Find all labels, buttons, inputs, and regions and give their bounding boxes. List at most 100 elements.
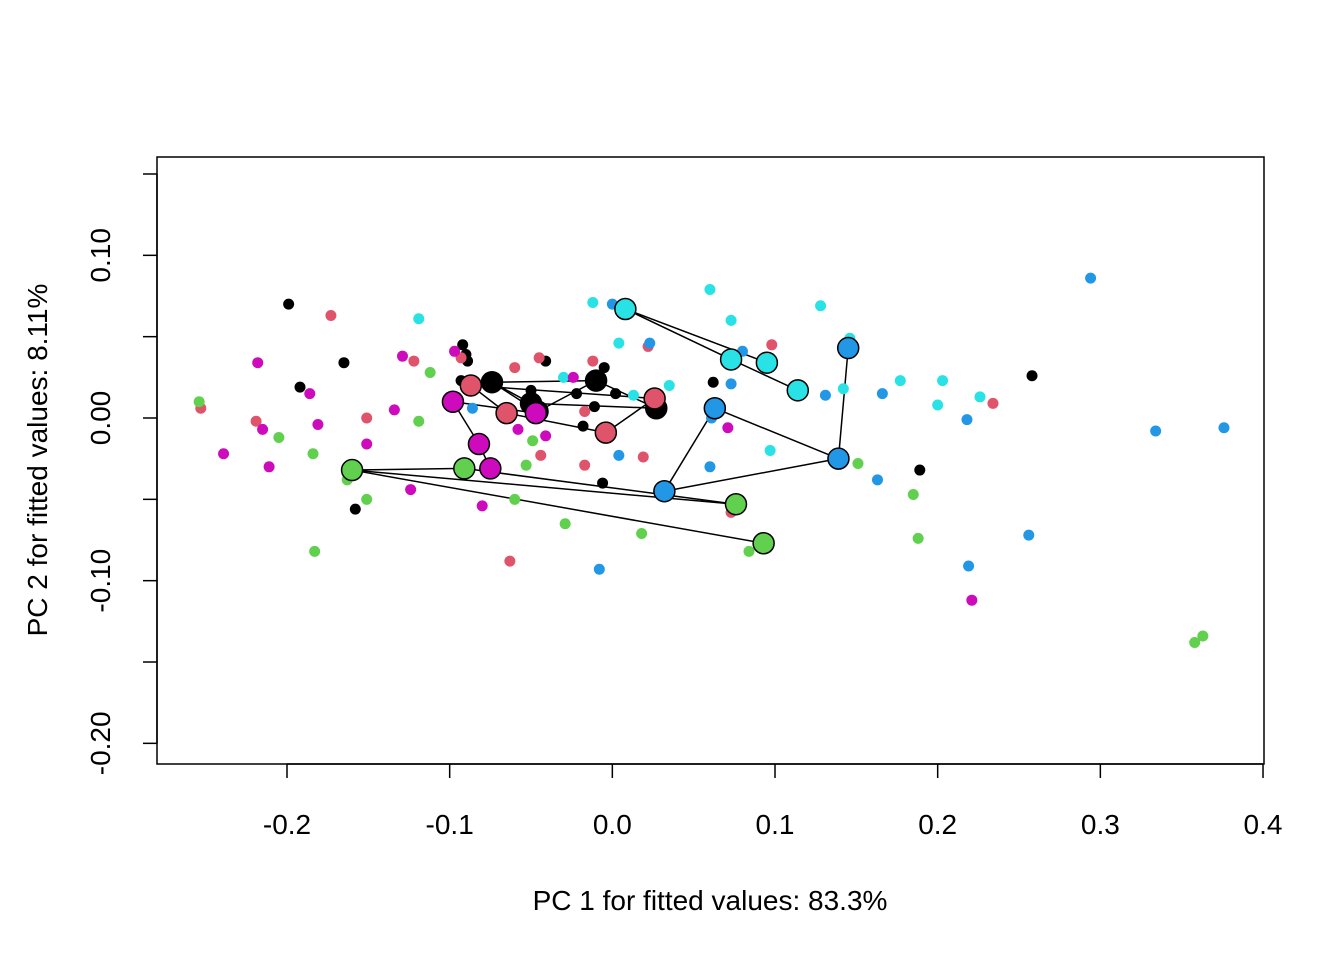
group-point-red [594, 421, 618, 444]
y-tick-label: -0.20 [85, 711, 116, 775]
group-connector-cyan [625, 308, 732, 361]
x-tick-label: 0.3 [1081, 809, 1120, 840]
group-point-cyan [719, 348, 743, 371]
data-point-black [610, 388, 622, 400]
data-point-blue [963, 560, 975, 572]
group-connector-black [491, 379, 597, 383]
data-point-blue [725, 378, 737, 390]
data-point-cyan [974, 391, 986, 403]
data-point-red [535, 449, 547, 461]
data-point-green [907, 488, 919, 500]
group-connector-red [506, 412, 606, 434]
data-point-magenta [512, 423, 524, 435]
data-point-magenta [567, 371, 579, 383]
data-point-red [579, 405, 591, 417]
data-point-cyan [587, 297, 599, 309]
data-point-green [1189, 636, 1201, 648]
data-point-green [273, 432, 285, 444]
group-connector-blue [664, 457, 839, 492]
data-point-blue [1150, 425, 1162, 437]
data-point-magenta [722, 422, 734, 434]
group-connector-cyan [730, 358, 799, 392]
y-axis-label: PC 2 for fitted values: 8.11% [22, 284, 53, 637]
group-point-cyan [614, 297, 637, 321]
data-point-black [338, 357, 350, 369]
x-tick-label: -0.1 [426, 809, 474, 840]
data-point-cyan [627, 389, 639, 401]
x-axis-label: PC 1 for fitted values: 83.3% [533, 885, 888, 916]
group-point-blue [827, 447, 850, 470]
group-point-blue [836, 336, 860, 360]
data-point-cyan [725, 314, 737, 326]
group-point-blue [653, 479, 676, 503]
data-point-cyan [837, 383, 849, 395]
group-connector-blue [837, 347, 849, 459]
data-point-blue [466, 402, 478, 414]
x-tick-label: -0.2 [263, 809, 311, 840]
data-point-cyan [764, 445, 776, 457]
data-point-blue [593, 563, 605, 575]
data-point-green [309, 545, 321, 557]
data-point-green [1197, 630, 1209, 642]
group-connector-blue [663, 407, 716, 492]
data-point-red [579, 459, 591, 471]
data-point-cyan [613, 337, 625, 349]
data-point-red [250, 415, 262, 427]
group-point-green [752, 532, 775, 555]
data-point-green [424, 366, 436, 378]
data-point-black [571, 388, 583, 400]
y-axis: -0.20 -0.10 0.00 0.10 [85, 173, 158, 775]
x-tick-label: 0.2 [918, 809, 957, 840]
data-point-blue [1218, 422, 1230, 434]
data-point-green [509, 493, 521, 505]
data-point-red [766, 339, 778, 351]
data-point-cyan [413, 313, 425, 325]
data-point-magenta [257, 423, 269, 435]
data-point-cyan [937, 375, 949, 387]
group-point-cyan [755, 351, 779, 374]
data-point-magenta [449, 345, 461, 357]
data-point-red [637, 451, 649, 463]
data-point-red [504, 555, 516, 567]
plot-frame [156, 156, 1265, 765]
data-point-green [193, 396, 205, 408]
data-point-green [636, 527, 648, 539]
data-point-cyan [558, 371, 570, 383]
data-point-black [349, 503, 361, 515]
data-point-cyan [894, 375, 906, 387]
group-point-magenta [524, 401, 548, 425]
group-point-green [453, 457, 476, 480]
data-point-red [587, 355, 599, 367]
data-point-magenta [540, 430, 552, 442]
data-point-green [527, 435, 539, 447]
data-point-green [559, 518, 571, 530]
data-point-black [588, 401, 600, 413]
data-point-green [413, 415, 425, 427]
data-point-red [987, 397, 999, 409]
data-point-blue [1023, 529, 1035, 541]
data-point-blue [876, 388, 888, 400]
group-connector-green [351, 469, 764, 544]
data-point-cyan [932, 399, 944, 411]
data-point-black [283, 298, 295, 310]
data-point-blue [819, 389, 831, 401]
data-point-blue [1085, 272, 1097, 284]
x-tick-label: 0.0 [593, 809, 632, 840]
group-point-magenta [441, 390, 465, 413]
y-tick-label: -0.10 [85, 549, 116, 613]
data-point-red [509, 362, 521, 374]
data-point-magenta [966, 594, 978, 606]
data-point-green [361, 493, 373, 505]
data-point-red [408, 355, 420, 367]
data-point-red [533, 352, 545, 364]
data-point-green [743, 545, 755, 557]
sample-points [193, 272, 1230, 648]
group-point-red [643, 387, 666, 410]
x-axis: -0.2 -0.1 0.0 0.1 0.2 0.3 0.4 [263, 763, 1282, 840]
data-point-black [597, 477, 609, 489]
group-point-magenta [479, 457, 502, 480]
data-point-black [707, 376, 719, 388]
data-point-cyan [663, 379, 675, 391]
group-point-red [459, 374, 483, 397]
